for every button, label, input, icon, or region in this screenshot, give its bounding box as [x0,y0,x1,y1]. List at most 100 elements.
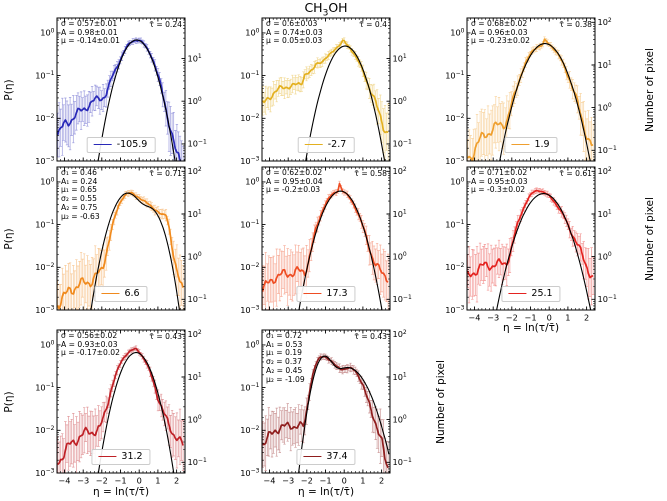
svg-text:0: 0 [547,313,552,323]
svg-text:102: 102 [188,166,202,176]
legend-label: 37.4 [326,451,348,462]
fit-param-line: A = 0.96±0.03 [471,27,528,37]
svg-text:10−1: 10−1 [35,70,54,80]
svg-text:10−1: 10−1 [445,219,464,229]
svg-text:101: 101 [393,53,407,63]
svg-text:10−3: 10−3 [240,156,259,166]
svg-text:100: 100 [40,340,54,350]
tau-annotation: τ̄ = 0.38 [559,20,592,29]
svg-text:1: 1 [565,313,570,323]
svg-text:100: 100 [393,251,407,261]
tau-annotation: τ̄ = 0.24 [149,20,182,29]
fit-param-line: σ₂ = 0.37 [266,357,302,367]
svg-text:101: 101 [188,209,202,219]
svg-text:100: 100 [393,96,407,106]
fit-param-line: A = 0.95±0.04 [266,176,323,186]
svg-text:10−3: 10−3 [35,468,54,478]
fit-param-line: μ = -0.2±0.03 [266,185,321,195]
fit-params-annotation: σ₁ = 0.72 A₁ = 0.53 μ₁ = 0.19 σ₂ = 0.37 A₂ =… [266,331,305,384]
legend-line [98,456,117,458]
legend-label: 6.6 [124,288,140,299]
legend: 1.9 [504,137,558,153]
svg-text:10−2: 10−2 [35,113,54,123]
svg-text:−3: −3 [487,313,499,323]
svg-text:102: 102 [598,17,612,27]
svg-text:2: 2 [379,476,384,486]
legend-label: 1.9 [534,139,550,150]
svg-text:102: 102 [188,329,202,339]
ylabel-number-of-pixel-row1: Number of pixel [644,47,656,132]
fit-param-line: μ = -0.23±0.02 [471,36,530,46]
legend-line [93,144,112,146]
svg-text:10−1: 10−1 [393,294,412,304]
tau-annotation: τ̄ = 0.58 [354,169,387,178]
legend: -2.7 [297,137,355,153]
svg-text:100: 100 [188,251,202,261]
title-sub: 3 [322,8,329,19]
figure-title: CH3OH [304,0,347,19]
fit-params-annotation: σ = 0.6±0.03 A = 0.74±0.03 μ = 0.05±0.03 [266,19,323,46]
svg-text:10−1: 10−1 [445,70,464,80]
xlabel-eta-col2: η = ln(τ/τ̄) [297,486,355,498]
svg-text:−2: −2 [96,476,108,486]
svg-text:−2: −2 [506,313,518,323]
fit-param-line: A = 0.98±0.01 [61,27,118,37]
fit-param-line: A = 0.74±0.03 [266,27,323,37]
fit-param-line: A₂ = 0.75 [61,202,98,212]
svg-text:−1: −1 [114,476,126,486]
legend-label: -105.9 [116,139,148,150]
tau-annotation: τ̄ = 0.4 [359,20,387,29]
legend-label: 25.1 [531,288,553,299]
fit-params-annotation: σ = 0.62±0.02 A = 0.95±0.04 μ = -0.2±0.03 [266,168,323,195]
svg-text:10−1: 10−1 [240,70,259,80]
svg-text:10−3: 10−3 [445,156,464,166]
tau-annotation: τ̄ = 0.43 [149,332,182,341]
svg-text:100: 100 [40,177,54,187]
tau-annotation: τ̄ = 0.43 [354,332,387,341]
ylabel-p-eta-row2: P(η) [3,227,15,250]
svg-text:100: 100 [40,28,54,38]
fit-param-line: μ = -0.17±0.02 [61,348,120,358]
svg-text:100: 100 [598,251,612,261]
svg-text:100: 100 [245,177,259,187]
svg-text:−1: −1 [319,476,331,486]
svg-text:10−2: 10−2 [445,262,464,272]
svg-text:10−2: 10−2 [35,262,54,272]
legend: 6.6 [94,286,148,302]
fit-param-line: σ = 0.56±0.02 [61,331,118,340]
fit-param-line: σ₂ = 0.55 [61,194,97,204]
svg-text:10−3: 10−3 [35,156,54,166]
fit-param-line: μ₂ = -1.09 [266,374,305,384]
svg-text:10−1: 10−1 [35,219,54,229]
svg-text:100: 100 [450,28,464,38]
svg-text:10−2: 10−2 [445,113,464,123]
legend-label: 31.2 [121,451,143,462]
svg-text:10−1: 10−1 [188,457,207,467]
svg-text:100: 100 [450,177,464,187]
svg-text:10−1: 10−1 [188,294,207,304]
svg-text:101: 101 [598,209,612,219]
svg-text:10−3: 10−3 [240,468,259,478]
svg-text:10−3: 10−3 [240,305,259,315]
fit-param-line: A₂ = 0.45 [266,365,303,375]
svg-text:−3: −3 [77,476,89,486]
svg-text:102: 102 [393,329,407,339]
svg-text:−4: −4 [263,476,275,486]
xlabel-eta-col3: η = ln(τ/τ̄) [502,322,560,334]
svg-text:101: 101 [598,60,612,70]
ylabel-number-of-pixel-row2: Number of pixel [644,196,656,281]
legend: 37.4 [296,449,356,465]
fit-param-line: σ₁ = 0.46 [61,168,97,177]
svg-text:10−1: 10−1 [598,294,617,304]
xlabel-eta-col1: η = ln(τ/τ̄) [92,486,150,498]
svg-text:100: 100 [598,102,612,112]
svg-text:10−2: 10−2 [35,425,54,435]
tau-annotation: τ̄ = 0.61 [559,169,592,178]
legend-line [101,293,120,295]
fit-param-line: μ₁ = 0.19 [266,348,302,358]
legend-line [304,144,323,146]
title-post: OH [328,0,348,15]
svg-text:10−3: 10−3 [35,305,54,315]
